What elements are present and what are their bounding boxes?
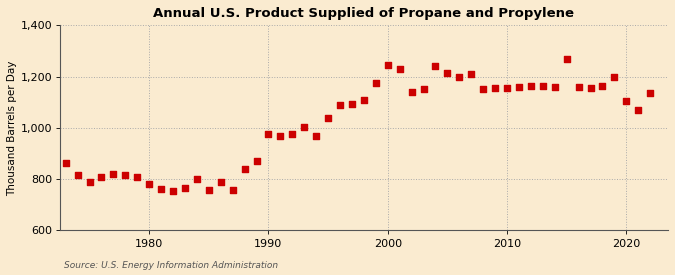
Point <box>549 85 560 89</box>
Point <box>358 97 369 102</box>
Point <box>537 84 548 89</box>
Point <box>633 108 644 112</box>
Point <box>406 90 417 94</box>
Point <box>120 172 131 177</box>
Point <box>609 74 620 79</box>
Point <box>525 84 536 89</box>
Point <box>239 167 250 171</box>
Point <box>502 86 512 90</box>
Point <box>215 180 226 184</box>
Point <box>454 74 464 79</box>
Point <box>489 86 500 90</box>
Point <box>442 70 453 75</box>
Point <box>418 87 429 92</box>
Title: Annual U.S. Product Supplied of Propane and Propylene: Annual U.S. Product Supplied of Propane … <box>153 7 574 20</box>
Point <box>156 187 167 192</box>
Point <box>478 87 489 92</box>
Point <box>466 72 477 76</box>
Point <box>72 173 83 178</box>
Text: Source: U.S. Energy Information Administration: Source: U.S. Energy Information Administ… <box>64 260 278 270</box>
Point <box>573 85 584 89</box>
Point <box>108 172 119 176</box>
Point <box>144 182 155 186</box>
Point <box>310 133 321 138</box>
Point <box>514 85 524 89</box>
Point <box>203 188 214 192</box>
Point <box>335 103 346 108</box>
Point <box>60 161 71 166</box>
Point <box>84 180 95 184</box>
Point <box>561 56 572 61</box>
Point <box>585 86 596 90</box>
Point <box>275 134 286 139</box>
Point <box>382 63 393 67</box>
Point <box>394 67 405 71</box>
Point <box>96 174 107 179</box>
Point <box>430 64 441 68</box>
Point <box>371 81 381 85</box>
Point <box>645 91 655 95</box>
Point <box>227 188 238 192</box>
Point <box>597 84 608 89</box>
Point <box>167 189 178 194</box>
Y-axis label: Thousand Barrels per Day: Thousand Barrels per Day <box>7 60 17 196</box>
Point <box>192 177 202 182</box>
Point <box>263 131 274 136</box>
Point <box>323 116 333 120</box>
Point <box>251 159 262 163</box>
Point <box>621 99 632 103</box>
Point <box>299 124 310 129</box>
Point <box>346 101 357 106</box>
Point <box>180 186 190 190</box>
Point <box>287 131 298 136</box>
Point <box>132 175 142 179</box>
